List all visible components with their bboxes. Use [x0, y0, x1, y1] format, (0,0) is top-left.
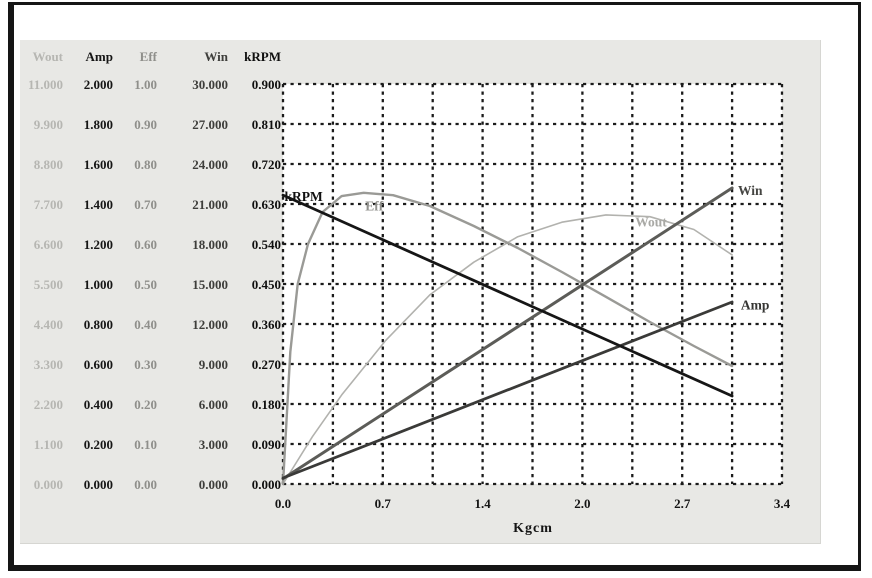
table-cell: 0.600 — [83, 357, 113, 372]
table-cell: 0.090 — [251, 437, 281, 452]
table-cell: 0.50 — [134, 277, 157, 292]
table-cell: 15.000 — [192, 277, 228, 292]
table-cell: 0.80 — [134, 157, 157, 172]
table-cell: 18.000 — [192, 237, 228, 252]
chart-panel: Wout Amp Eff Win kRPM 11.000 2.000 1.00 30.000 0.… — [20, 40, 821, 544]
x-tick-label: 1.4 — [474, 496, 491, 511]
table-row: 0.000 0.000 0.00 0.000 0.000 — [20, 472, 281, 498]
table-cell: 0.540 — [251, 237, 281, 252]
column-header-amp: Amp — [85, 49, 113, 64]
table-cell: 1.400 — [83, 197, 113, 212]
table-row: 7.700 1.400 0.70 21.000 0.630 — [20, 192, 281, 218]
table-cell: 0.450 — [251, 277, 281, 292]
outer-border-frame: Wout Amp Eff Win kRPM 11.000 2.000 1.00 30.000 0.… — [8, 2, 861, 571]
series-line-win — [281, 186, 734, 481]
table-row: 5.500 1.000 0.50 15.000 0.450 — [20, 272, 281, 298]
table-cell: 30.000 — [192, 77, 228, 92]
column-header-win: Win — [204, 49, 228, 64]
table-cell: 11.000 — [27, 77, 63, 92]
table-cell: 1.200 — [83, 237, 113, 252]
table-cell: 0.40 — [134, 317, 157, 332]
curve-label-eff: Eff — [365, 198, 384, 213]
table-row: 2.200 0.400 0.20 6.000 0.180 — [20, 392, 281, 418]
table-row: 4.400 0.800 0.40 12.000 0.360 — [20, 312, 281, 338]
table-header-row: Wout Amp Eff Win kRPM — [20, 44, 281, 70]
table-cell: 0.000 — [251, 477, 281, 492]
table-cell: 0.20 — [134, 397, 157, 412]
table-row: 3.300 0.600 0.30 9.000 0.270 — [20, 352, 281, 378]
table-cell: 0.720 — [251, 157, 281, 172]
table-cell: 2.000 — [83, 77, 113, 92]
table-cell: 6.000 — [198, 397, 228, 412]
table-cell: 0.60 — [134, 237, 157, 252]
table-row: 1.100 0.200 0.10 3.000 0.090 — [20, 432, 281, 458]
column-header-krpm: kRPM — [244, 49, 281, 64]
table-cell: 8.800 — [33, 157, 63, 172]
table-cell: 27.000 — [192, 117, 228, 132]
table-cell: 9.000 — [198, 357, 228, 372]
table-row: 6.600 1.200 0.60 18.000 0.540 — [20, 232, 281, 258]
plot-area: Wout Eff Win Amp kRPM — [281, 82, 784, 486]
column-header-eff: Eff — [139, 49, 157, 64]
performance-curves-chart: Wout Eff Win Amp kRPM — [281, 82, 784, 486]
table-cell: 9.900 — [33, 117, 63, 132]
column-header-wout: Wout — [32, 49, 63, 64]
curve-label-krpm: kRPM — [284, 189, 323, 204]
series-line-eff — [281, 191, 734, 486]
x-tick-label: 0.0 — [274, 496, 292, 511]
x-axis-title: Kgcm — [513, 521, 553, 536]
curve-label-win: Win — [738, 183, 763, 198]
table-cell: 1.600 — [83, 157, 113, 172]
table-cell: 1.000 — [83, 277, 113, 292]
x-tick-label: 2.0 — [574, 496, 591, 511]
table-cell: 2.200 — [33, 397, 63, 412]
table-cell: 12.000 — [192, 317, 228, 332]
table-cell: 3.300 — [33, 357, 63, 372]
table-cell: 0.180 — [251, 397, 281, 412]
series-line-amp — [281, 300, 734, 480]
table-cell: 0.00 — [134, 477, 157, 492]
x-tick-label: 2.7 — [674, 496, 691, 511]
table-cell: 0.90 — [134, 117, 157, 132]
table-cell: 0.000 — [198, 477, 228, 492]
table-cell: 0.10 — [134, 437, 157, 452]
table-cell: 0.30 — [134, 357, 157, 372]
table-cell: 1.800 — [83, 117, 113, 132]
table-cell: 0.810 — [251, 117, 281, 132]
table-cell: 0.900 — [251, 77, 281, 92]
table-cell: 0.800 — [83, 317, 113, 332]
table-cell: 0.200 — [83, 437, 113, 452]
curve-label-amp: Amp — [741, 297, 770, 312]
x-tick-label: 0.7 — [374, 496, 391, 511]
table-cell: 0.360 — [251, 317, 281, 332]
series-line-wout — [282, 214, 733, 485]
table-cell: 3.000 — [198, 437, 228, 452]
table-cell: 4.400 — [33, 317, 63, 332]
table-cell: 0.630 — [251, 197, 281, 212]
table-cell: 21.000 — [192, 197, 228, 212]
table-cell: 7.700 — [33, 197, 63, 212]
table-cell: 1.100 — [33, 437, 63, 452]
curve-label-wout: Wout — [635, 214, 667, 229]
table-cell: 24.000 — [192, 157, 228, 172]
table-row: 11.000 2.000 1.00 30.000 0.900 — [20, 72, 281, 98]
table-cell: 0.400 — [83, 397, 113, 412]
x-tick-label: 3.4 — [773, 496, 791, 511]
table-row: 9.900 1.800 0.90 27.000 0.810 — [20, 112, 281, 138]
table-cell: 5.500 — [33, 277, 63, 292]
table-cell: 0.000 — [83, 477, 113, 492]
table-cell: 0.270 — [251, 357, 281, 372]
table-cell: 0.000 — [33, 477, 63, 492]
table-cell: 1.00 — [134, 77, 157, 92]
series-line-krpm — [281, 193, 734, 398]
axis-value-table: Wout Amp Eff Win kRPM 11.000 2.000 1.00 30.000 0.… — [20, 40, 283, 543]
table-cell: 0.70 — [134, 197, 157, 212]
table-cell: 6.600 — [33, 237, 63, 252]
table-row: 8.800 1.600 0.80 24.000 0.720 — [20, 152, 281, 178]
